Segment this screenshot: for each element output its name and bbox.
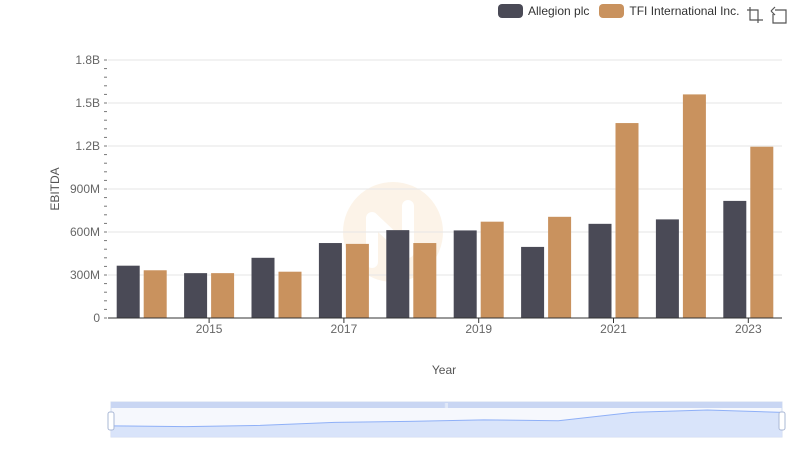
data-zoom-grip-icon: ||| [445, 403, 449, 409]
bar-tfi-2015 [211, 273, 235, 318]
bar-allegion-2022 [655, 219, 679, 318]
bar-tfi-2022 [682, 94, 706, 319]
bar-allegion-2015 [184, 273, 208, 318]
y-tick-label: 1.5B [75, 96, 100, 110]
data-zoom-area [111, 410, 782, 437]
bar-allegion-2018 [386, 230, 410, 318]
bar-tfi-2020 [548, 216, 572, 318]
y-axis-minor-ticks [104, 59, 107, 319]
data-zoom-line [110, 409, 783, 428]
legend-label-allegion: Allegion plc [528, 4, 590, 18]
bar-allegion-2016 [251, 257, 275, 318]
bar-tfi-2019 [480, 221, 504, 318]
bar-tfi-2023 [750, 146, 774, 318]
restore-icon[interactable] [770, 6, 788, 24]
y-tick-label: 600M [70, 225, 100, 239]
legend-label-tfi: TFI International Inc. [629, 4, 740, 18]
bar-tfi-2014 [143, 270, 167, 318]
legend-swatch-tfi [599, 4, 625, 18]
data-zoom-right-handle[interactable] [778, 411, 786, 431]
bar-allegion-2014 [116, 265, 140, 318]
x-axis-tick-labels: 2015 2017 2019 2021 2023 [196, 318, 762, 336]
y-tick-label: 900M [70, 182, 100, 196]
data-zoom-left-handle[interactable] [107, 411, 115, 431]
bar-tfi-2018 [413, 243, 437, 318]
bar-allegion-2021 [588, 223, 612, 318]
y-tick-label: 300M [70, 268, 100, 282]
bar-series [116, 94, 774, 319]
bar-tfi-2021 [615, 123, 639, 318]
y-tick-label: 0 [93, 311, 100, 325]
bar-allegion-2019 [453, 230, 477, 318]
data-zoom-slider[interactable]: ||| [107, 401, 786, 438]
legend-item-allegion[interactable]: Allegion plc [498, 4, 589, 18]
bar-tfi-2017 [345, 243, 369, 318]
x-tick-label: 2017 [331, 322, 358, 336]
x-tick-label: 2023 [735, 322, 762, 336]
x-tick-label: 2019 [465, 322, 492, 336]
y-axis-label: EBITDA [48, 167, 62, 210]
y-tick-label: 1.2B [75, 139, 100, 153]
zoom-icon[interactable] [746, 6, 764, 24]
bar-allegion-2020 [521, 246, 545, 318]
legend: Allegion plc TFI International Inc. [498, 4, 749, 18]
x-tick-label: 2021 [600, 322, 627, 336]
y-axis-tick-labels: 0 300M 600M 900M 1.2B 1.5B 1.8B [70, 53, 100, 325]
x-axis-label: Year [432, 363, 456, 377]
bar-tfi-2016 [278, 271, 302, 318]
x-tick-label: 2015 [196, 322, 223, 336]
legend-swatch-allegion [498, 4, 523, 18]
bar-allegion-2023 [723, 200, 747, 318]
legend-item-tfi[interactable]: TFI International Inc. [599, 4, 739, 18]
data-zoom-top-bar [111, 402, 782, 408]
y-tick-label: 1.8B [75, 53, 100, 67]
toolbox [746, 6, 794, 24]
bar-allegion-2017 [318, 243, 342, 318]
grid-lines [108, 59, 782, 276]
